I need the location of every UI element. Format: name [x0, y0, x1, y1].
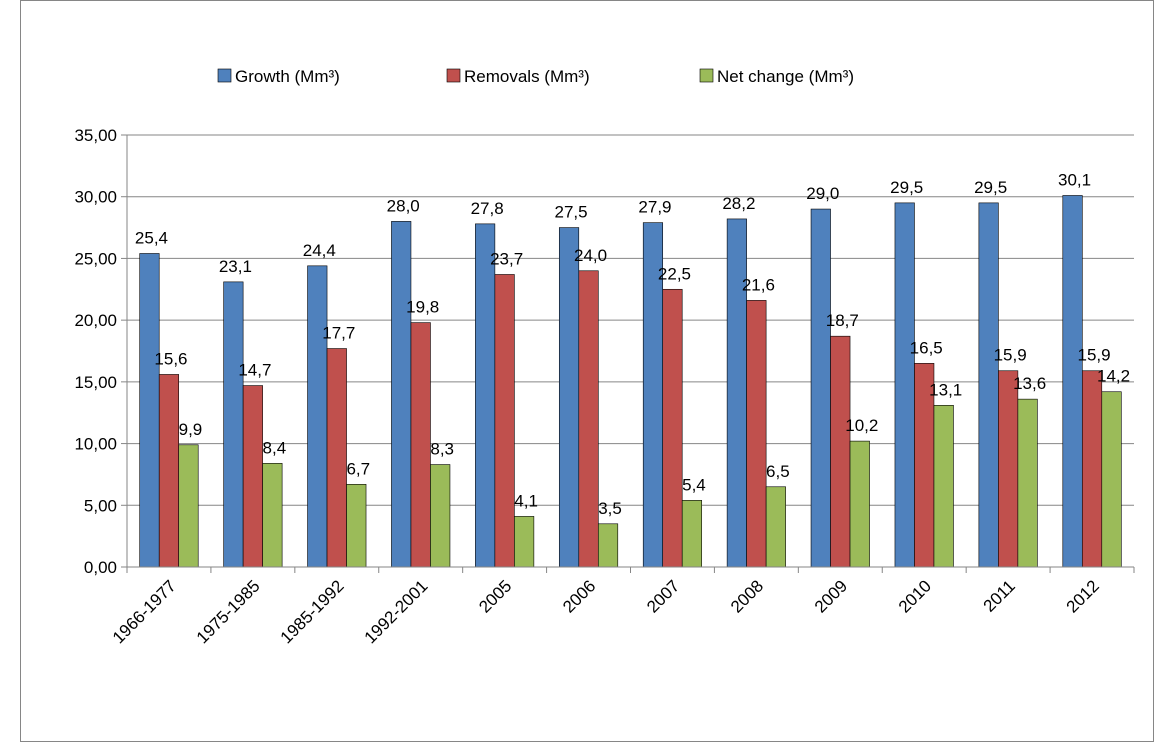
y-tick-label: 5,00 [84, 496, 117, 515]
data-label: 3,5 [598, 499, 622, 518]
bar [849, 440, 870, 568]
data-label: 14,7 [238, 361, 271, 380]
bar [346, 484, 367, 568]
data-label: 13,6 [1013, 374, 1046, 393]
bar [158, 374, 180, 568]
data-label: 8,4 [263, 438, 287, 457]
data-label: 29,5 [890, 178, 923, 197]
bar [998, 370, 1019, 568]
data-label: 27,9 [638, 198, 671, 217]
bar [830, 335, 851, 568]
bar [475, 223, 496, 568]
bar [746, 300, 767, 568]
legend-label: Removals (Mm³) [464, 67, 590, 86]
data-label: 18,7 [826, 311, 859, 330]
data-label: 27,5 [554, 203, 587, 222]
bar [662, 288, 683, 568]
bar [597, 523, 619, 568]
data-label: 24,0 [574, 246, 607, 265]
y-tick-label: 15,00 [74, 373, 117, 392]
bar [494, 274, 515, 568]
bar [1101, 391, 1122, 568]
bar [262, 463, 283, 568]
data-label: 22,5 [658, 264, 691, 283]
bar [410, 322, 431, 568]
data-label: 5,4 [682, 475, 706, 494]
bar [326, 348, 347, 568]
bar [1062, 195, 1083, 568]
data-label: 8,3 [430, 440, 454, 459]
data-label: 13,1 [929, 380, 962, 399]
data-label: 28,0 [387, 196, 420, 215]
data-label: 29,5 [974, 178, 1007, 197]
y-tick-label: 30,00 [74, 188, 117, 207]
data-label: 4,1 [514, 491, 538, 510]
bar [894, 202, 915, 568]
bar [681, 500, 703, 568]
data-label: 6,7 [346, 459, 370, 478]
y-tick-label: 35,00 [74, 126, 117, 145]
bar [1017, 398, 1038, 568]
y-tick-label: 0,00 [84, 558, 117, 577]
bar [223, 281, 244, 568]
bar [514, 516, 535, 568]
data-label: 17,7 [322, 324, 355, 343]
bar [430, 464, 451, 568]
legend-swatch [217, 68, 232, 83]
data-label: 15,9 [1077, 346, 1110, 365]
data-label: 25,4 [135, 228, 168, 247]
bar [391, 221, 412, 568]
legend-swatch [446, 68, 461, 83]
data-label: 23,1 [219, 257, 252, 276]
y-tick-label: 25,00 [74, 249, 117, 268]
legend-swatch [699, 68, 714, 83]
bar [178, 444, 199, 568]
data-label: 23,7 [490, 249, 523, 268]
y-tick-label: 20,00 [74, 311, 117, 330]
data-label: 24,4 [303, 241, 336, 260]
data-label: 6,5 [766, 462, 790, 481]
bar [1081, 370, 1103, 568]
data-label: 14,2 [1097, 367, 1130, 386]
bar [978, 202, 999, 568]
data-label: 27,8 [471, 199, 504, 218]
data-label: 28,2 [722, 194, 755, 213]
bar [139, 253, 160, 568]
y-tick-label: 10,00 [74, 435, 117, 454]
legend-label: Net change (Mm³) [717, 67, 854, 86]
bar [578, 270, 599, 568]
bar [810, 208, 831, 568]
legend-label: Growth (Mm³) [235, 67, 340, 86]
data-label: 21,6 [742, 275, 775, 294]
bar [726, 218, 747, 568]
bar [558, 227, 580, 568]
bar [242, 385, 263, 568]
data-label: 15,6 [154, 349, 187, 368]
data-label: 29,0 [806, 184, 839, 203]
data-label: 30,1 [1058, 170, 1091, 189]
bar [933, 405, 954, 568]
data-label: 10,2 [845, 416, 878, 435]
data-label: 9,9 [179, 420, 203, 439]
bar [307, 265, 328, 568]
data-label: 16,5 [910, 338, 943, 357]
data-label: 15,9 [994, 346, 1027, 365]
bar [765, 486, 786, 568]
data-label: 19,8 [406, 298, 439, 317]
